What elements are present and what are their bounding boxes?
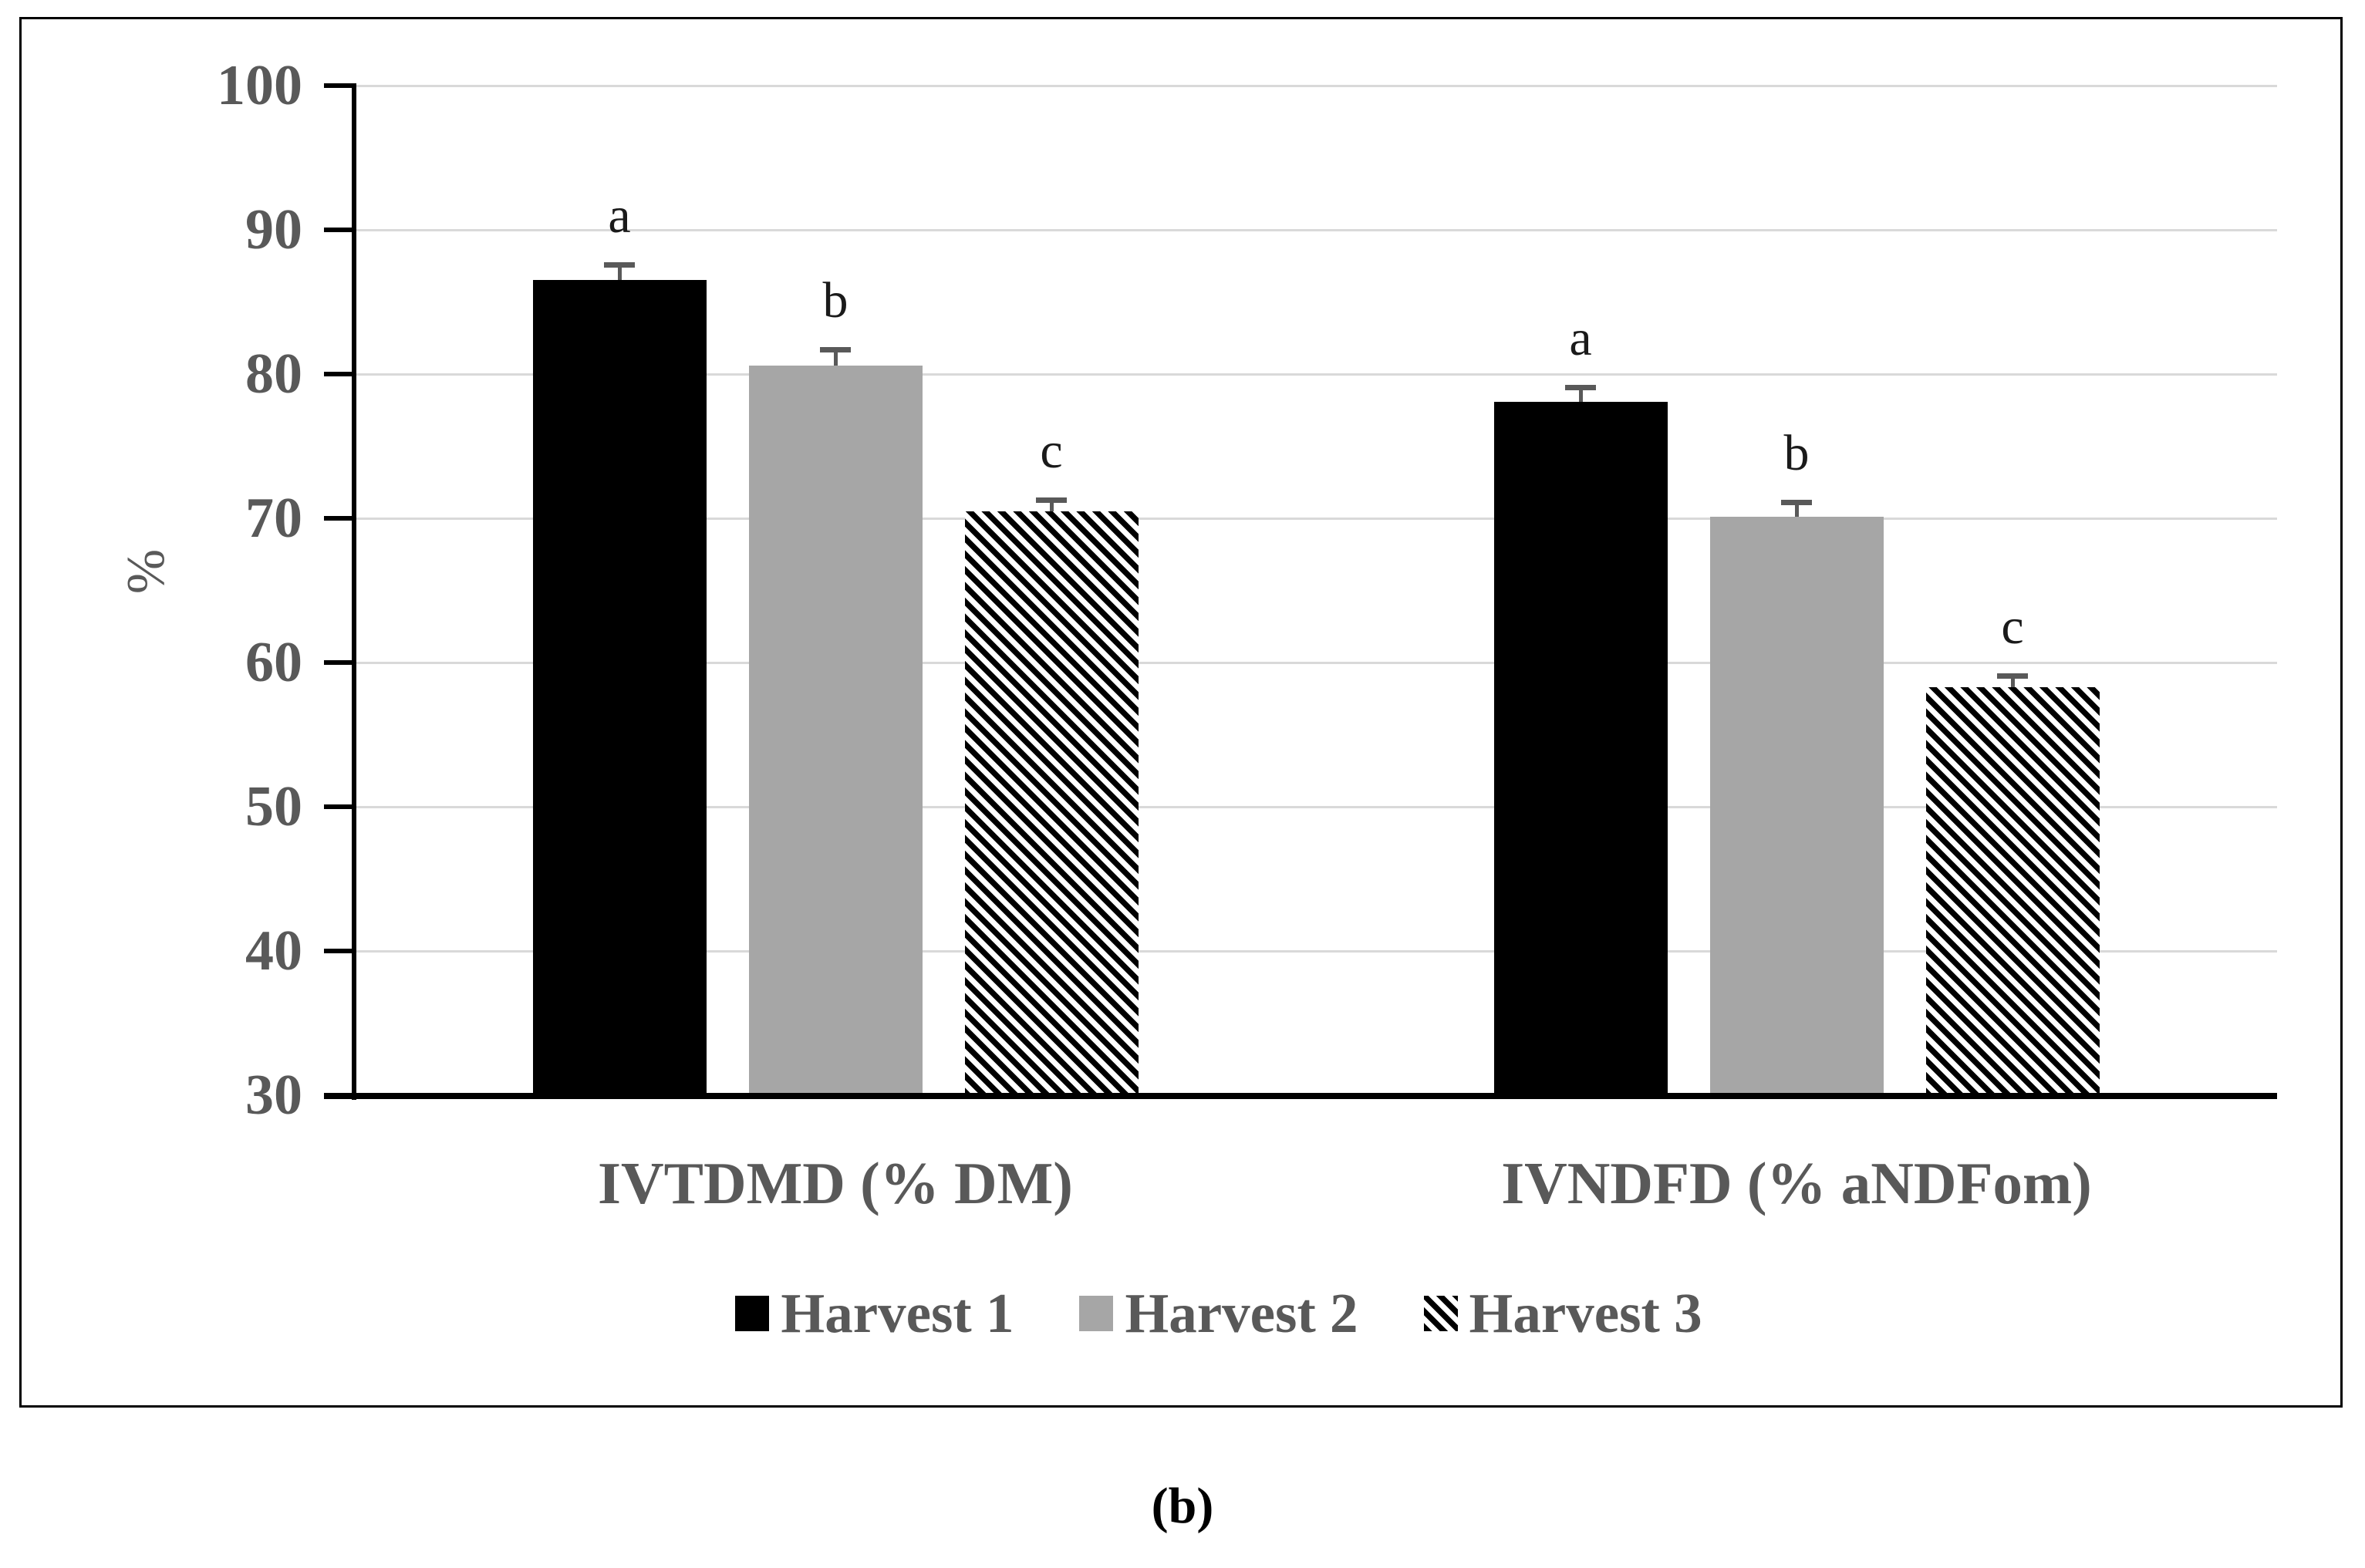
error-bar-cap (820, 347, 851, 353)
y-tick-label: 30 (245, 1064, 302, 1127)
gridline (355, 518, 2277, 520)
gridline (355, 806, 2277, 808)
error-bar-stem (833, 349, 838, 366)
bar-harvest-3 (1925, 686, 2100, 1096)
legend-swatch-icon (735, 1295, 770, 1331)
error-bar-stem (617, 264, 622, 281)
error-bar-stem (1578, 386, 1583, 402)
y-axis-tick (324, 372, 356, 376)
error-bar-cap (604, 261, 635, 268)
bar-harvest-2 (1709, 517, 1884, 1096)
legend-item-harvest-2: Harvest 2 (1079, 1285, 1358, 1341)
significance-letter: c (2001, 598, 2024, 655)
error-bar-cap (1997, 673, 2028, 679)
bar-harvest-1 (1493, 401, 1668, 1096)
y-tick-label: 70 (245, 487, 302, 550)
legend-label: Harvest 1 (781, 1282, 1014, 1344)
legend-item-harvest-1: Harvest 1 (735, 1285, 1014, 1341)
error-bar-cap (1036, 497, 1067, 503)
legend: Harvest 1 Harvest 2 Harvest 3 (355, 1276, 2083, 1350)
significance-letter: c (1040, 422, 1063, 479)
error-bar-stem (2010, 675, 2015, 687)
bar-harvest-1 (532, 280, 707, 1096)
legend-label: Harvest 3 (1469, 1282, 1702, 1344)
gridline (355, 662, 2277, 664)
error-bar-cap (1565, 384, 1596, 390)
significance-letter: a (608, 187, 631, 244)
y-tick-label: 60 (245, 631, 302, 694)
category-label: IVNDFD (% aNDFom) (1501, 1150, 2092, 1216)
gridline (355, 373, 2277, 376)
figure-caption: (b) (1151, 1478, 1214, 1534)
legend-label: Harvest 2 (1125, 1282, 1358, 1344)
gridline (355, 950, 2277, 953)
error-bar-cap (1781, 500, 1812, 506)
y-axis-tick (324, 949, 356, 953)
y-axis-tick (324, 228, 356, 232)
legend-item-harvest-3: Harvest 3 (1423, 1282, 1702, 1344)
error-bar-stem (1794, 502, 1799, 518)
y-tick-label: 80 (245, 342, 302, 406)
y-axis-tick (324, 660, 356, 665)
y-axis-tick (324, 516, 356, 521)
gridline (355, 85, 2277, 87)
y-tick-label: 40 (245, 919, 302, 983)
significance-letter: b (822, 272, 848, 329)
x-axis-line (324, 1093, 2277, 1099)
category-label: IVTDMD (% DM) (598, 1150, 1073, 1216)
gridline (355, 229, 2277, 231)
significance-letter: a (1569, 309, 1592, 366)
bar-harvest-3 (964, 511, 1139, 1096)
legend-swatch-icon (1423, 1295, 1458, 1331)
y-tick-label: 50 (245, 775, 302, 838)
error-bar-stem (1049, 499, 1054, 511)
y-tick-label: 90 (245, 198, 302, 261)
y-axis-tick (324, 1093, 356, 1098)
bar-harvest-2 (748, 365, 923, 1096)
y-axis-line (352, 86, 356, 1100)
y-axis-tick (324, 83, 356, 88)
legend-swatch-icon (1079, 1295, 1114, 1331)
y-axis-tick (324, 804, 356, 809)
y-tick-label: 100 (217, 54, 302, 117)
significance-letter: b (1783, 425, 1810, 482)
